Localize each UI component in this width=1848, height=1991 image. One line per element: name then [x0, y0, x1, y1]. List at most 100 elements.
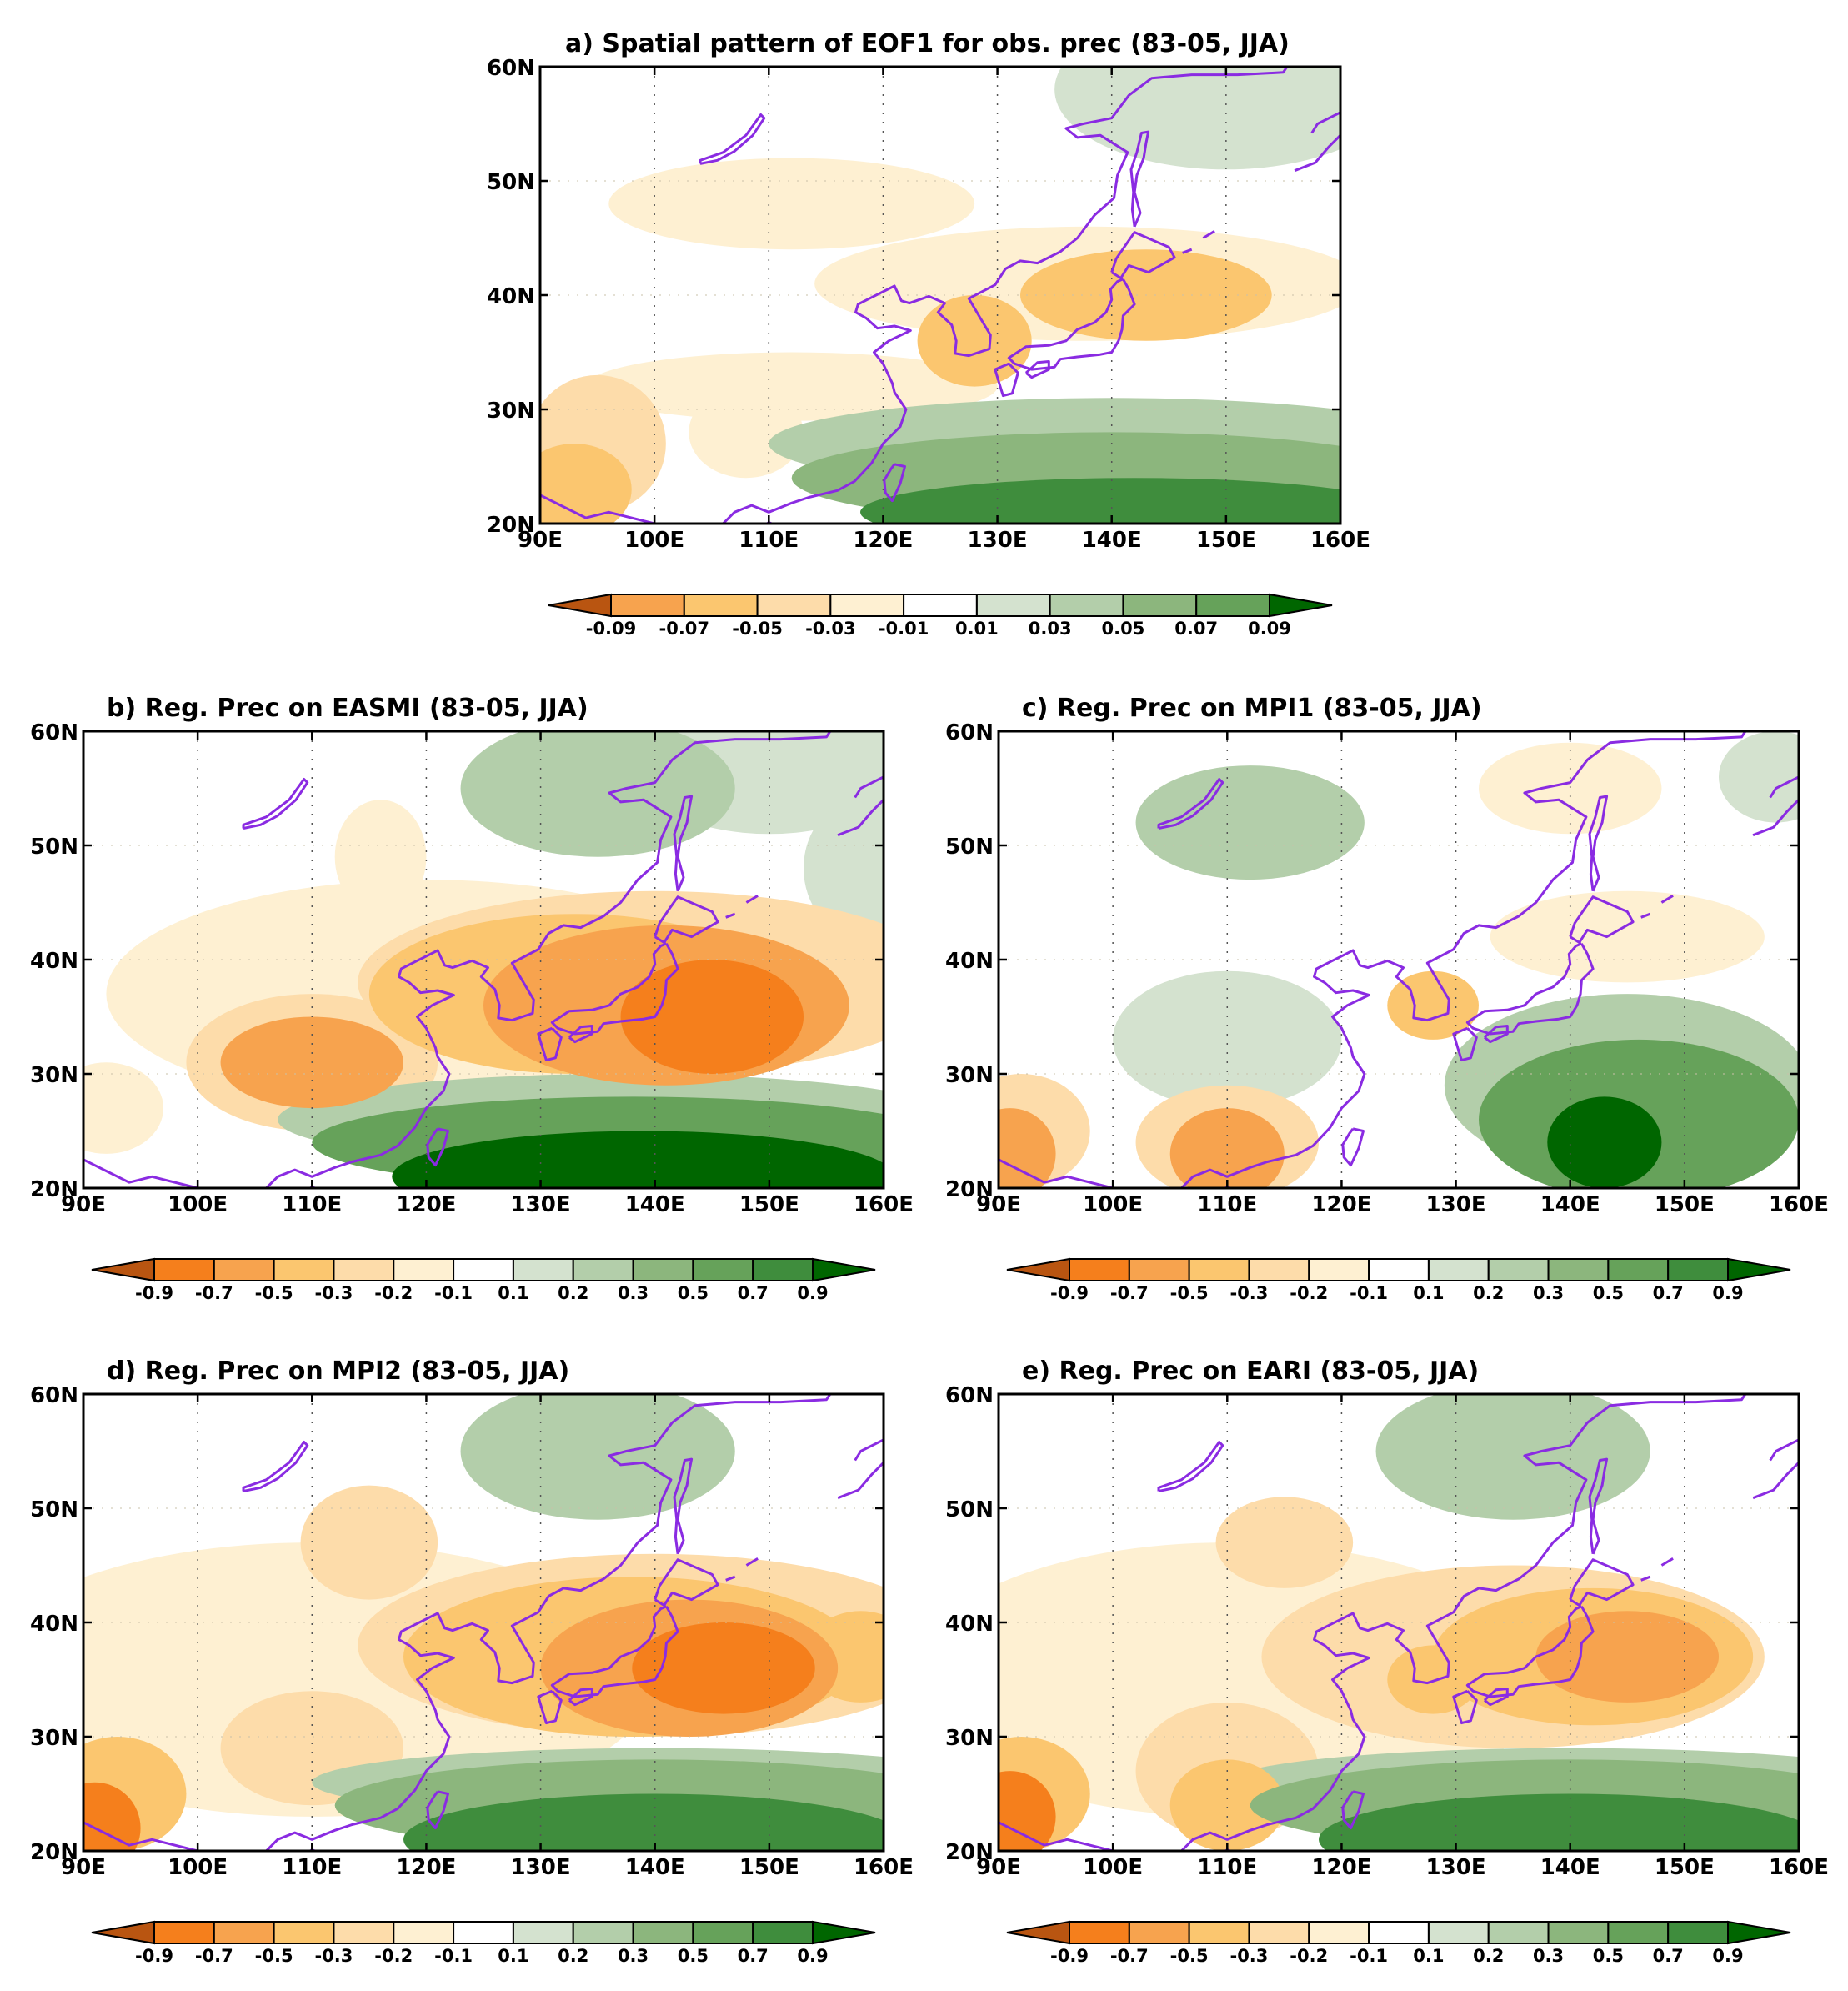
y-tick-label: 60N — [30, 1383, 78, 1408]
y-tick-label: 40N — [30, 1612, 78, 1637]
y-tick-label: 20N — [30, 1840, 78, 1865]
colorbar-swatch — [683, 594, 759, 617]
coastline-hokkaido — [1110, 231, 1176, 279]
x-tick-label: 120E — [1311, 1192, 1371, 1217]
coastline-mainland — [83, 1394, 832, 1851]
colorbar-swatch — [393, 1921, 455, 1944]
colorbar-label: 0.7 — [1653, 1946, 1684, 1966]
x-tick-label: 100E — [624, 528, 684, 553]
coastline-hokkaido — [1569, 895, 1635, 944]
coastline-taiwan — [426, 1790, 449, 1830]
colorbar-label: -0.2 — [374, 1946, 413, 1966]
coastlines-b — [83, 731, 884, 1188]
coastline-shikoku — [1483, 1688, 1509, 1707]
y-tick-label: 50N — [30, 835, 78, 860]
colorbar-label: 0.1 — [498, 1946, 528, 1966]
colorbar-label: -0.2 — [374, 1283, 413, 1303]
coastline-kuril2 — [745, 1557, 759, 1567]
colorbar-low-arrow — [1006, 1920, 1070, 1945]
colorbar-swatch — [752, 1258, 814, 1281]
colorbar-label: 0.01 — [955, 619, 999, 639]
x-tick-label: 90E — [518, 528, 563, 553]
coastline-honshu — [1465, 942, 1595, 1036]
contour-blob — [1054, 67, 1340, 170]
colorbar-label: -0.9 — [1050, 1946, 1089, 1966]
colorbar-low-arrow — [548, 593, 612, 618]
x-tick-label: 90E — [61, 1192, 106, 1217]
axes-a: 90E 100E 110E 120E 130E 140E 150E 160E 60N 50N 40N… — [487, 56, 1370, 553]
x-tick-label: 130E — [1426, 1855, 1486, 1880]
colorbar-swatch — [1069, 1921, 1130, 1944]
colorbar-swatch — [1487, 1258, 1550, 1281]
x-tick-label: 160E — [854, 1855, 914, 1880]
x-tick-label: 110E — [282, 1855, 342, 1880]
y-tick-label: 50N — [945, 835, 994, 860]
colorbar-high-arrow — [1269, 593, 1333, 618]
colorbar-swatch — [1368, 1258, 1430, 1281]
contour-blob — [83, 1782, 141, 1851]
coastline-baikal — [1157, 1441, 1224, 1492]
x-tick-label: 150E — [1196, 528, 1256, 553]
colorbar-label: 0.3 — [1533, 1283, 1564, 1303]
contour-blob — [540, 444, 632, 524]
x-tick-label: 120E — [1311, 1855, 1371, 1880]
x-tick-label: 140E — [625, 1855, 685, 1880]
colorbar-label: -0.5 — [1170, 1283, 1209, 1303]
colorbar-swatch — [1248, 1921, 1310, 1944]
colorbar-label: -0.5 — [255, 1946, 293, 1966]
colorbar-swatch — [903, 594, 978, 617]
contour-blob — [608, 158, 975, 250]
colorbar-label: 0.5 — [1593, 1946, 1624, 1966]
contour-blob — [1547, 1096, 1662, 1188]
contour-blob — [83, 1062, 163, 1154]
colorbar-low-arrow — [1006, 1257, 1070, 1282]
coastline-baikal — [699, 113, 766, 165]
coastlines-e — [999, 1394, 1799, 1851]
x-tick-label: 150E — [1655, 1855, 1715, 1880]
colorbar-label: 0.3 — [1533, 1946, 1564, 1966]
colorbar-label: 0.9 — [1712, 1946, 1743, 1966]
x-tick-label: 120E — [853, 528, 913, 553]
colorbar-swatch — [572, 1921, 634, 1944]
contour-blob — [1387, 1645, 1479, 1714]
x-tick-label: 130E — [511, 1855, 571, 1880]
coastline-kamchatka — [1752, 1417, 1799, 1500]
colorbar-a: -0.09 -0.07 -0.05 -0.03 -0.01 0.01 0.03 0.05 0.0… — [548, 593, 1333, 639]
colorbar-label: 0.03 — [1029, 619, 1072, 639]
coastline-kuril — [725, 1575, 736, 1582]
colorbar-swatch — [1248, 1258, 1310, 1281]
colorbar-swatch — [213, 1921, 275, 1944]
coastline-kyushu — [537, 1026, 563, 1062]
colorbar-high-arrow — [1727, 1920, 1791, 1945]
contour-blob — [1215, 1497, 1354, 1588]
colorbar-swatch — [610, 594, 685, 617]
contour-blob — [585, 352, 998, 421]
colorbar-label: -0.7 — [195, 1946, 233, 1966]
axes-e: 90E 100E 110E 120E 130E 140E 150E 160E 60N 50N 40N… — [945, 1383, 1829, 1880]
colorbar-label: 0.05 — [1102, 619, 1145, 639]
coastlines-d — [83, 1394, 884, 1851]
coastline-sakhalin — [1588, 1457, 1609, 1555]
coastline-taiwan — [426, 1127, 449, 1167]
colorbar-label: -0.1 — [434, 1946, 473, 1966]
coastline-mainland — [540, 67, 1289, 524]
coastline-hokkaido — [654, 895, 719, 944]
contour-blob — [804, 800, 884, 937]
colorbar-swatch — [1069, 1258, 1130, 1281]
colorbar-swatch — [1122, 594, 1198, 617]
coastline-sakhalin — [673, 795, 694, 892]
colorbar-low-arrow — [91, 1920, 155, 1945]
coastline-kamnorth — [854, 775, 884, 799]
colorbar-high-arrow — [812, 1257, 876, 1282]
colorbar-label: -0.7 — [195, 1283, 233, 1303]
axes-c: 90E 100E 110E 120E 130E 140E 150E 160E 60N 50N 40N… — [945, 720, 1829, 1217]
coastline-kamchatka — [837, 754, 884, 837]
y-tick-label: 60N — [30, 720, 78, 745]
colorbar-label: -0.5 — [255, 1283, 293, 1303]
x-tick-label: 100E — [1083, 1192, 1143, 1217]
panel-b: b) Reg. Prec on EASMI (83-05, JJA) 90E 100… — [30, 694, 914, 1303]
coastline-kuril2 — [1202, 230, 1215, 239]
y-tick-label: 30N — [30, 1063, 78, 1088]
coastline-kuril2 — [1660, 1557, 1674, 1567]
colorbar-swatch — [1487, 1921, 1550, 1944]
